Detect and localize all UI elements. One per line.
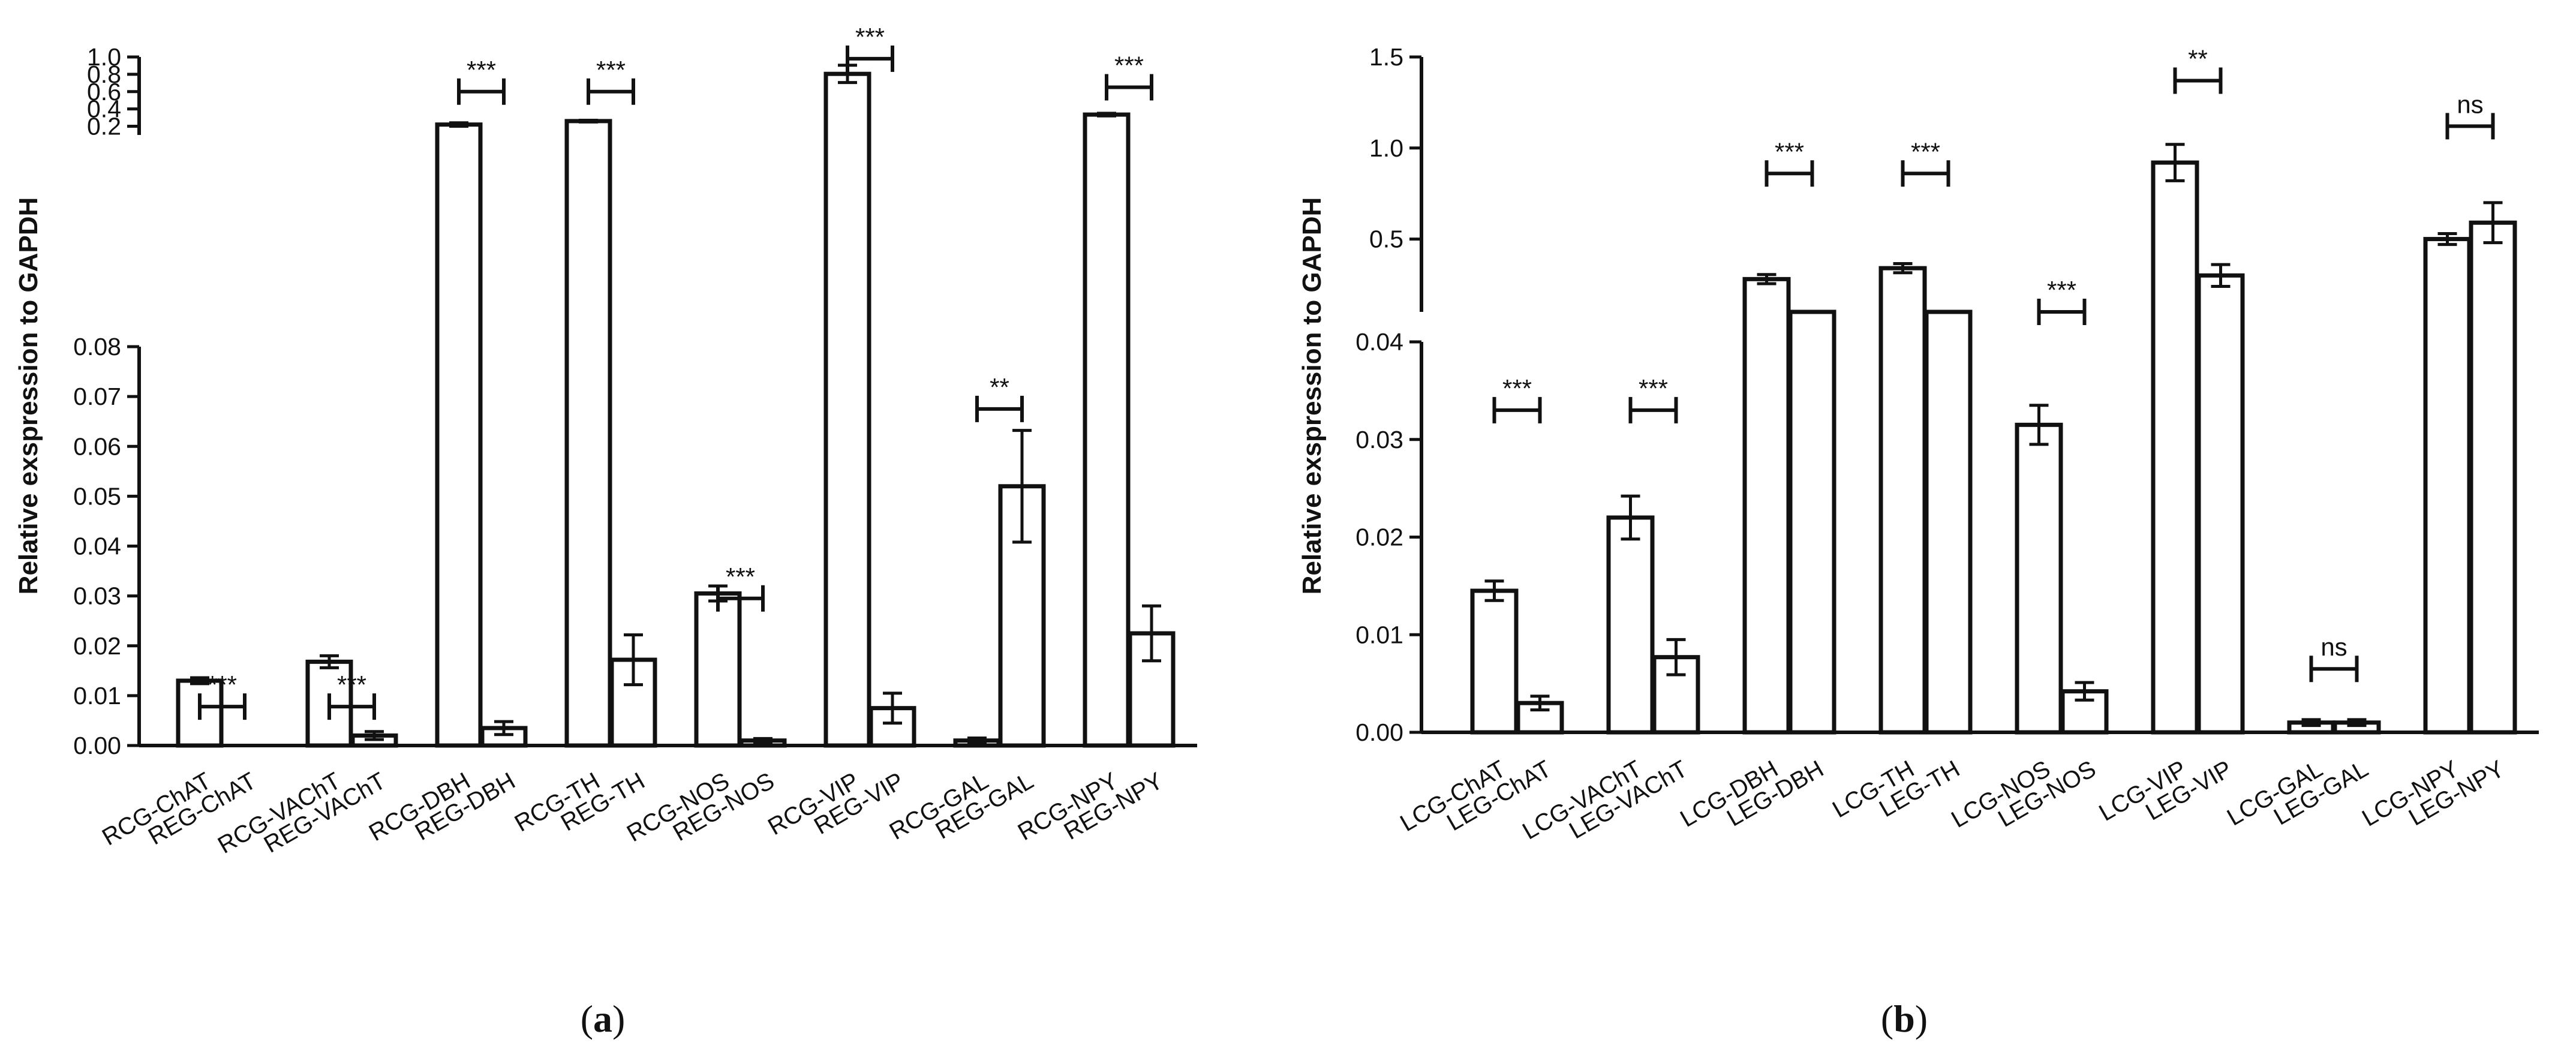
- panel-letter: a: [593, 997, 612, 1040]
- bar: [1788, 309, 1836, 735]
- y-tick-label: 0.03: [1355, 426, 1403, 453]
- bar: [435, 122, 483, 748]
- bar: [1470, 588, 1519, 735]
- y-tick-label: 0.02: [73, 632, 121, 660]
- y-tick-label: 1.5: [1369, 43, 1403, 71]
- y-tick-label: 0.01: [1355, 621, 1403, 648]
- significance-label: ***: [596, 56, 626, 84]
- y-tick-label: 0.05: [73, 482, 121, 510]
- chart-a: 0.000.010.020.030.040.050.060.070.080.20…: [14, 23, 1197, 1040]
- y-tick-label: 0.00: [73, 732, 121, 759]
- y-tick-label: 0.08: [73, 333, 121, 360]
- bar: [1742, 276, 1791, 735]
- bar: [2469, 220, 2517, 735]
- bar: [1606, 515, 1655, 735]
- significance-label: ***: [467, 56, 496, 84]
- y-axis-label: Relative exspression to GAPDH: [1297, 197, 1327, 595]
- panel-paren-close: ): [612, 997, 625, 1040]
- y-tick-label: 0.2: [87, 113, 121, 140]
- significance-label: ***: [2047, 276, 2076, 304]
- panel-paren-close: ): [1915, 997, 1928, 1040]
- bar: [2196, 273, 2245, 735]
- y-tick-label: 0.03: [73, 582, 121, 610]
- y-tick-label: 0.04: [1355, 328, 1403, 356]
- y-tick-label: 0.04: [73, 533, 121, 560]
- y-tick-label: 0.07: [73, 383, 121, 410]
- significance-label: ***: [1911, 137, 1940, 166]
- y-tick-label: 0.01: [73, 682, 121, 710]
- panel-paren-open: (: [581, 997, 593, 1040]
- bar: [1878, 266, 1927, 735]
- bar: [694, 591, 742, 748]
- significance-label: ***: [337, 671, 366, 699]
- significance-label: ***: [1502, 374, 1532, 402]
- significance-label: ***: [855, 23, 885, 51]
- bar: [609, 657, 657, 748]
- y-tick-label: 0.00: [1355, 719, 1403, 746]
- y-tick-label: 0.5: [1369, 226, 1403, 253]
- bar: [2151, 160, 2199, 735]
- bar: [1924, 309, 1973, 735]
- significance-label: ***: [1775, 137, 1804, 166]
- y-tick-label: 1.0: [1369, 134, 1403, 162]
- significance-label: ***: [726, 563, 755, 591]
- y-tick-label: 0.06: [73, 432, 121, 460]
- y-tick-label: 0.4: [87, 95, 121, 123]
- panel-label: (a): [581, 997, 626, 1040]
- y-axis-label: Relative exspression to GAPDH: [14, 197, 43, 595]
- y-tick-label: 0.6: [87, 78, 121, 106]
- significance-label: ***: [1114, 52, 1144, 80]
- panel-paren-open: (: [1881, 997, 1893, 1040]
- significance-label: ***: [208, 671, 237, 699]
- chart-b: 0.00 0.01 0.02 0.03 0.04 0.5 1.0 1.5 Relative ex…: [1297, 43, 2539, 1040]
- panel-letter: b: [1893, 997, 1915, 1040]
- significance-label: **: [990, 373, 1009, 401]
- significance-label: ns: [2320, 633, 2347, 661]
- panel-label: (b): [1881, 997, 1928, 1040]
- bar: [823, 71, 871, 748]
- bar: [2423, 237, 2472, 735]
- bar: [564, 119, 612, 748]
- y-tick-label: 0.8: [87, 61, 121, 88]
- bar: [2015, 422, 2063, 735]
- significance-label: ns: [2457, 90, 2483, 118]
- bar: [1083, 112, 1131, 748]
- y-tick-label: 1.0: [87, 43, 121, 71]
- significance-label: ***: [1639, 374, 1668, 402]
- y-tick-label: 0.02: [1355, 524, 1403, 551]
- significance-label: **: [2188, 44, 2208, 73]
